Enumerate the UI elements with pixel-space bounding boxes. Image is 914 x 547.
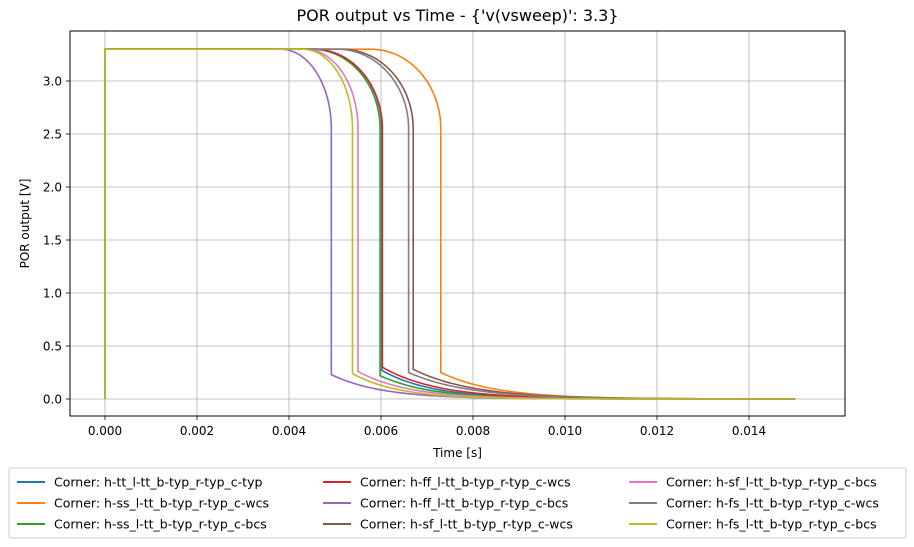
series-line — [104, 48, 796, 400]
legend-label: Corner: h-ff_l-tt_b-typ_r-typ_c-wcs — [360, 475, 571, 490]
legend-label: Corner: h-fs_l-tt_b-typ_r-typ_c-wcs — [666, 496, 879, 511]
chart-title: POR output vs Time - {'v(vsweep)': 3.3} — [296, 6, 618, 25]
legend-frame — [8, 467, 907, 539]
series-line — [104, 48, 796, 400]
x-tick-label: 0.000 — [88, 424, 122, 438]
legend-label: Corner: h-ss_l-tt_b-typ_r-typ_c-wcs — [54, 496, 269, 511]
x-tick-label: 0.012 — [640, 424, 674, 438]
legend-label: Corner: h-sf_l-tt_b-typ_r-typ_c-wcs — [360, 517, 573, 532]
axes-frame — [69, 30, 846, 417]
y-tick-label: 1.0 — [43, 287, 62, 301]
legend-label: Corner: h-ss_l-tt_b-typ_r-typ_c-bcs — [54, 517, 267, 532]
legend-item: Corner: h-ss_l-tt_b-typ_r-typ_c-bcs — [17, 517, 267, 532]
x-tick-label: 0.008 — [456, 424, 490, 438]
legend-label: Corner: h-ff_l-tt_b-typ_r-typ_c-bcs — [360, 496, 568, 511]
x-tick-label: 0.010 — [548, 424, 582, 438]
series-line — [104, 48, 795, 400]
y-tick-label: 2.5 — [43, 128, 62, 142]
series-line — [104, 48, 795, 400]
legend-item: Corner: h-sf_l-tt_b-typ_r-typ_c-wcs — [323, 517, 573, 532]
y-tick-label: 2.0 — [43, 181, 62, 195]
grid-lines — [70, 31, 845, 416]
legend-label: Corner: h-tt_l-tt_b-typ_r-typ_c-typ — [54, 475, 262, 490]
series-line — [104, 48, 796, 400]
legend-item: Corner: h-fs_l-tt_b-typ_r-typ_c-wcs — [629, 496, 879, 511]
legend-label: Corner: h-sf_l-tt_b-typ_r-typ_c-bcs — [666, 475, 877, 490]
legend-item: Corner: h-ff_l-tt_b-typ_r-typ_c-bcs — [323, 496, 568, 511]
series-line — [104, 48, 796, 400]
x-tick-label: 0.014 — [732, 424, 766, 438]
y-axis-label: POR output [V] — [18, 179, 32, 269]
y-tick-label: 0.5 — [43, 340, 62, 354]
y-axis: 0.0 0.5 1.0 1.5 2.0 2.5 3.0 — [43, 75, 70, 407]
series-line — [104, 48, 796, 400]
x-tick-label: 0.004 — [272, 424, 306, 438]
x-tick-label: 0.002 — [180, 424, 214, 438]
legend-item: Corner: h-ss_l-tt_b-typ_r-typ_c-wcs — [17, 496, 269, 511]
plot-area — [104, 48, 796, 400]
legend-item: Corner: h-sf_l-tt_b-typ_r-typ_c-bcs — [629, 475, 877, 490]
y-tick-label: 1.5 — [43, 234, 62, 248]
x-tick-label: 0.006 — [364, 424, 398, 438]
legend-label: Corner: h-fs_l-tt_b-typ_r-typ_c-bcs — [666, 517, 877, 532]
y-tick-label: 3.0 — [43, 75, 62, 89]
series-line — [104, 48, 796, 400]
legend: Corner: h-tt_l-tt_b-typ_r-typ_c-typ Corne… — [8, 467, 907, 539]
x-axis: 0.000 0.002 0.004 0.006 0.008 0.010 0.012 0.014 — [88, 416, 766, 438]
legend-item: Corner: h-ff_l-tt_b-typ_r-typ_c-wcs — [323, 475, 571, 490]
series-line — [104, 48, 796, 400]
legend-item: Corner: h-tt_l-tt_b-typ_r-typ_c-typ — [17, 475, 262, 490]
legend-item: Corner: h-fs_l-tt_b-typ_r-typ_c-bcs — [629, 517, 877, 532]
y-tick-label: 0.0 — [43, 393, 62, 407]
x-axis-label: Time [s] — [432, 446, 482, 460]
